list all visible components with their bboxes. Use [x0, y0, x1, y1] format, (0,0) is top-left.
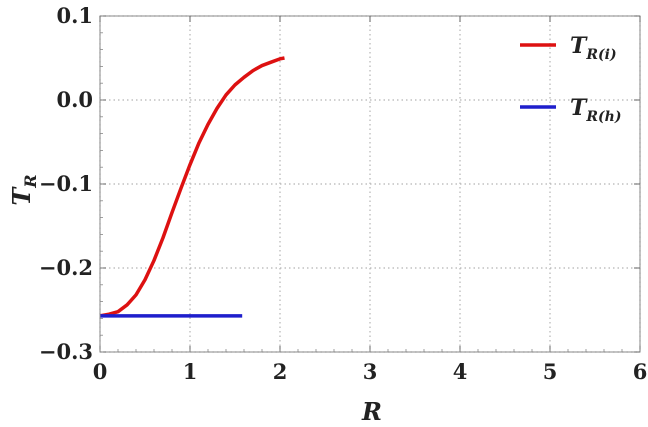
svg-text:TR: TR [7, 174, 40, 205]
y-axis-label-sub: R [21, 174, 40, 188]
y-tick-label: −0.3 [39, 339, 93, 364]
y-tick-label: −0.2 [39, 255, 93, 280]
series-layer [99, 56, 285, 318]
series-line-ri [99, 56, 285, 318]
y-axis-label-group: TR [7, 174, 40, 205]
x-tick-label: 6 [633, 359, 648, 384]
x-axis-ticks: 0 1 2 3 4 5 6 [93, 16, 648, 384]
x-tick-label: 2 [273, 359, 288, 384]
x-axis-label: R [361, 397, 382, 426]
legend-label: TR(h) [570, 95, 621, 125]
y-axis-label: T [7, 186, 36, 206]
y-axis-ticks: 0.1 0.0 −0.1 −0.2 −0.3 [39, 3, 640, 364]
x-tick-label: 1 [183, 359, 198, 384]
legend-label: TR(i) [570, 33, 617, 63]
x-tick-label: 4 [453, 359, 468, 384]
x-tick-label: 5 [543, 359, 558, 384]
y-tick-label: −0.1 [39, 171, 93, 196]
legend: TR(i) TR(h) [520, 33, 621, 125]
x-tick-label: 3 [363, 359, 378, 384]
x-tick-label: 0 [93, 359, 108, 384]
y-tick-label: 0.1 [56, 3, 93, 28]
y-tick-label: 0.0 [56, 87, 93, 112]
